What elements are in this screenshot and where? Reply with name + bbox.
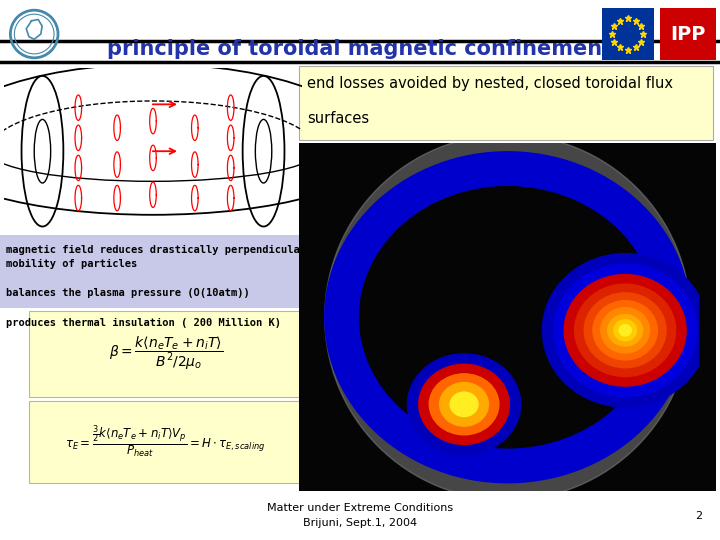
Text: principle of toroidal magnetic confinement: principle of toroidal magnetic confineme… bbox=[107, 38, 613, 59]
Ellipse shape bbox=[614, 320, 636, 341]
FancyBboxPatch shape bbox=[299, 66, 713, 140]
Text: balances the plasma pressure (O(10atm)): balances the plasma pressure (O(10atm)) bbox=[6, 288, 250, 299]
Ellipse shape bbox=[584, 293, 666, 368]
Ellipse shape bbox=[325, 152, 690, 483]
Ellipse shape bbox=[554, 264, 696, 396]
Ellipse shape bbox=[564, 274, 686, 386]
Ellipse shape bbox=[600, 308, 649, 353]
Ellipse shape bbox=[593, 301, 657, 360]
Ellipse shape bbox=[608, 315, 642, 346]
Ellipse shape bbox=[408, 354, 521, 455]
Ellipse shape bbox=[440, 382, 488, 426]
Text: $\beta = \dfrac{k\langle n_e T_e + n_i T\rangle}{B^2/2\mu_o}$: $\beta = \dfrac{k\langle n_e T_e + n_i T… bbox=[109, 335, 222, 373]
Text: Matter under Extreme Conditions
Brijuni, Sept.1, 2004: Matter under Extreme Conditions Brijuni,… bbox=[267, 503, 453, 528]
FancyBboxPatch shape bbox=[29, 401, 302, 483]
FancyBboxPatch shape bbox=[29, 310, 302, 397]
Ellipse shape bbox=[419, 364, 509, 444]
Ellipse shape bbox=[542, 254, 708, 407]
Bar bbox=[299, 143, 716, 491]
Text: magnetic field reduces drastically perpendicular: magnetic field reduces drastically perpe… bbox=[6, 245, 306, 255]
Text: $\tau_E = \dfrac{\frac{3}{2}k\langle n_e T_e + n_i T\rangle V_p}{P_{heat}} = H \: $\tau_E = \dfrac{\frac{3}{2}k\langle n_e… bbox=[66, 424, 266, 460]
Ellipse shape bbox=[429, 374, 499, 435]
Text: end losses avoided by nested, closed toroidal flux: end losses avoided by nested, closed tor… bbox=[307, 76, 673, 91]
Ellipse shape bbox=[575, 284, 675, 376]
Text: produces thermal insulation ( 200 Million K): produces thermal insulation ( 200 Millio… bbox=[6, 318, 281, 328]
Text: mobility of particles: mobility of particles bbox=[6, 259, 137, 269]
FancyBboxPatch shape bbox=[0, 235, 302, 308]
Ellipse shape bbox=[619, 325, 631, 336]
Text: surfaces: surfaces bbox=[307, 111, 369, 126]
Ellipse shape bbox=[450, 392, 478, 416]
Ellipse shape bbox=[359, 187, 656, 448]
Text: 2: 2 bbox=[695, 511, 702, 521]
Text: IPP: IPP bbox=[670, 24, 706, 44]
